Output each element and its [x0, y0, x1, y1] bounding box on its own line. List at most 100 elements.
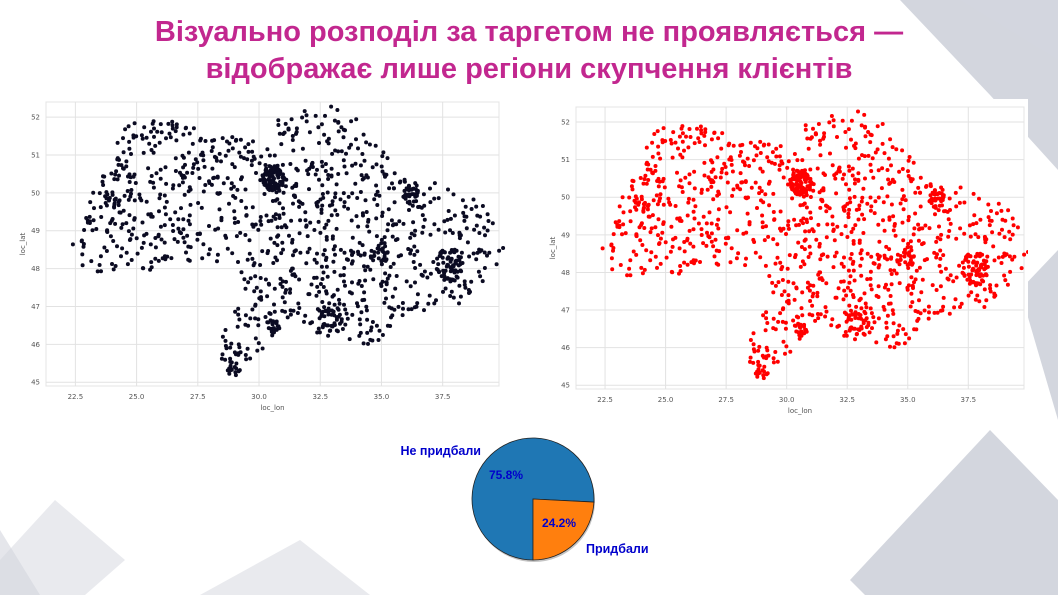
scatter-point — [868, 140, 873, 145]
scatter-point — [989, 218, 994, 223]
scatter-point — [296, 199, 301, 204]
scatter-point — [450, 231, 455, 235]
scatter-point — [992, 294, 997, 299]
scatter-point — [307, 187, 311, 192]
scatter-point — [357, 279, 362, 283]
scatter-point — [224, 235, 229, 240]
scatter-point — [181, 165, 186, 170]
scatter-point — [325, 308, 330, 313]
scatter-point — [127, 213, 132, 218]
scatter-point — [642, 267, 647, 272]
scatter-point — [763, 263, 768, 268]
scatter-point — [289, 218, 294, 223]
scatter-point — [725, 180, 730, 185]
scatter-point — [638, 238, 643, 243]
scatter-point — [843, 330, 848, 334]
scatter-point — [390, 223, 395, 228]
scatter-point — [315, 251, 319, 256]
scatter-point — [947, 229, 952, 233]
scatter-point — [709, 180, 714, 185]
scatter-point — [987, 223, 992, 228]
scatter-point — [262, 192, 267, 196]
scatter-point — [323, 169, 328, 173]
scatter-point — [117, 173, 121, 178]
scatter-point — [397, 219, 402, 224]
scatter-point — [894, 271, 899, 276]
scatter-point — [897, 281, 902, 286]
scatter-point — [760, 225, 765, 230]
scatter-point — [609, 256, 614, 261]
scatter-point — [448, 294, 453, 298]
scatter-point — [312, 275, 317, 280]
scatter-point — [327, 328, 332, 333]
scatter-point — [185, 170, 190, 175]
scatter-point — [611, 232, 616, 237]
scatter-point — [753, 180, 758, 185]
scatter-point — [308, 220, 313, 225]
scatter-point — [138, 196, 143, 201]
scatter-point — [254, 285, 259, 290]
scatter-point — [815, 294, 820, 299]
scatter-point — [753, 250, 758, 255]
scatter-point — [238, 230, 243, 235]
scatter-point — [220, 334, 225, 339]
scatter-point — [685, 262, 690, 267]
left-scatter-chart: 22.5 25.0 27.5 30.0 32.5 35.0 37.5454647484950… — [19, 101, 506, 412]
scatter-point — [692, 169, 697, 174]
scatter-point — [887, 217, 892, 222]
scatter-point — [142, 125, 147, 130]
scatter-point — [215, 191, 220, 196]
scatter-point — [101, 183, 106, 187]
scatter-point — [846, 127, 851, 132]
scatter-point — [869, 133, 874, 138]
scatter-point — [646, 214, 651, 219]
scatter-point — [909, 179, 914, 184]
scatter-point — [451, 268, 456, 273]
scatter-point — [886, 287, 891, 292]
scatter-point — [411, 192, 416, 197]
scatter-point — [748, 140, 753, 145]
scatter-point — [366, 341, 370, 346]
scatter-point — [869, 169, 874, 173]
scatter-point — [276, 170, 281, 175]
scatter-point — [109, 171, 114, 176]
scatter-point — [743, 195, 748, 200]
scatter-point — [691, 258, 696, 263]
scatter-point — [219, 218, 224, 223]
scatter-point — [966, 272, 971, 277]
scatter-point — [858, 313, 863, 318]
scatter-point — [861, 231, 866, 235]
scatter-point — [777, 167, 782, 172]
scatter-point — [305, 168, 310, 173]
scatter-point — [827, 120, 832, 125]
scatter-point — [318, 230, 323, 235]
scatter-point — [305, 234, 310, 239]
scatter-point — [763, 328, 768, 333]
scatter-point — [857, 240, 862, 245]
scatter-point — [786, 223, 791, 228]
scatter-point — [1007, 229, 1012, 234]
scatter-point — [976, 235, 981, 240]
scatter-point — [870, 326, 874, 331]
scatter-point — [774, 146, 779, 151]
scatter-point — [212, 154, 217, 159]
scatter-point — [330, 151, 335, 156]
scatter-point — [409, 307, 414, 312]
scatter-point — [994, 283, 999, 288]
scatter-point — [104, 249, 109, 253]
scatter-point — [448, 279, 453, 284]
scatter-point — [752, 240, 757, 244]
scatter-point — [206, 252, 211, 257]
scatter-point — [422, 217, 427, 222]
scatter-point — [219, 159, 223, 164]
scatter-point — [661, 126, 666, 131]
scatter-point — [868, 306, 873, 311]
scatter-point — [934, 239, 939, 244]
scatter-point — [809, 216, 813, 221]
scatter-point — [877, 239, 882, 244]
scatter-point — [349, 142, 353, 147]
scatter-point — [654, 193, 659, 198]
scatter-point — [337, 297, 341, 302]
scatter-point — [705, 187, 710, 192]
scatter-point — [707, 210, 712, 215]
